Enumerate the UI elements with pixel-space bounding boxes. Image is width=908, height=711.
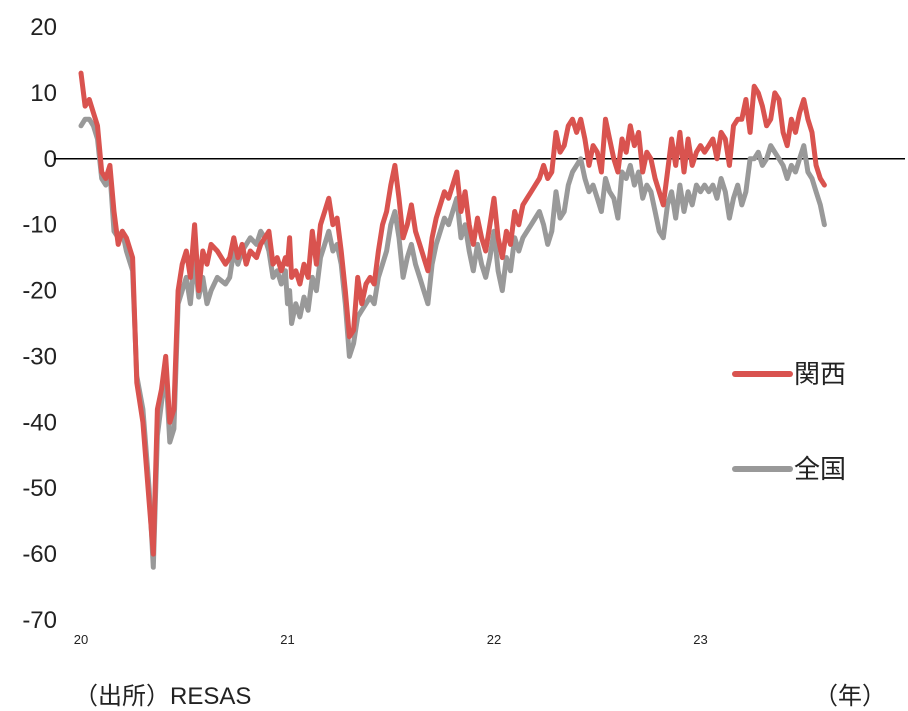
source-note: （出所）RESAS xyxy=(74,683,252,710)
series-line-0 xyxy=(78,70,827,557)
y-tick-label: -40 xyxy=(22,409,57,436)
x-axis-ticks: 20 21 22 23 xyxy=(74,632,708,647)
y-tick-label: -60 xyxy=(22,541,57,568)
legend-label: 関西 xyxy=(794,359,846,389)
y-tick-label: -30 xyxy=(22,343,57,370)
x-tick-label: 21 xyxy=(280,632,294,647)
y-tick-label: 10 xyxy=(30,80,57,107)
x-tick-label: 23 xyxy=(693,632,707,647)
y-tick-label: -10 xyxy=(22,212,57,239)
y-axis-ticks: 20 10 0 -10 -20 -30 -40 -50 -60 -70 xyxy=(22,14,57,634)
series-line-1 xyxy=(78,116,827,570)
y-tick-label: -70 xyxy=(22,607,57,634)
x-axis-unit: （年） xyxy=(814,683,886,710)
x-tick-label: 22 xyxy=(487,632,501,647)
y-tick-label: 20 xyxy=(30,14,57,41)
legend-label: 全国 xyxy=(794,454,846,484)
y-tick-label: 0 xyxy=(44,146,57,173)
series-lines xyxy=(78,70,827,570)
y-tick-label: -20 xyxy=(22,278,57,305)
x-tick-label: 20 xyxy=(74,632,88,647)
y-tick-label: -50 xyxy=(22,475,57,502)
